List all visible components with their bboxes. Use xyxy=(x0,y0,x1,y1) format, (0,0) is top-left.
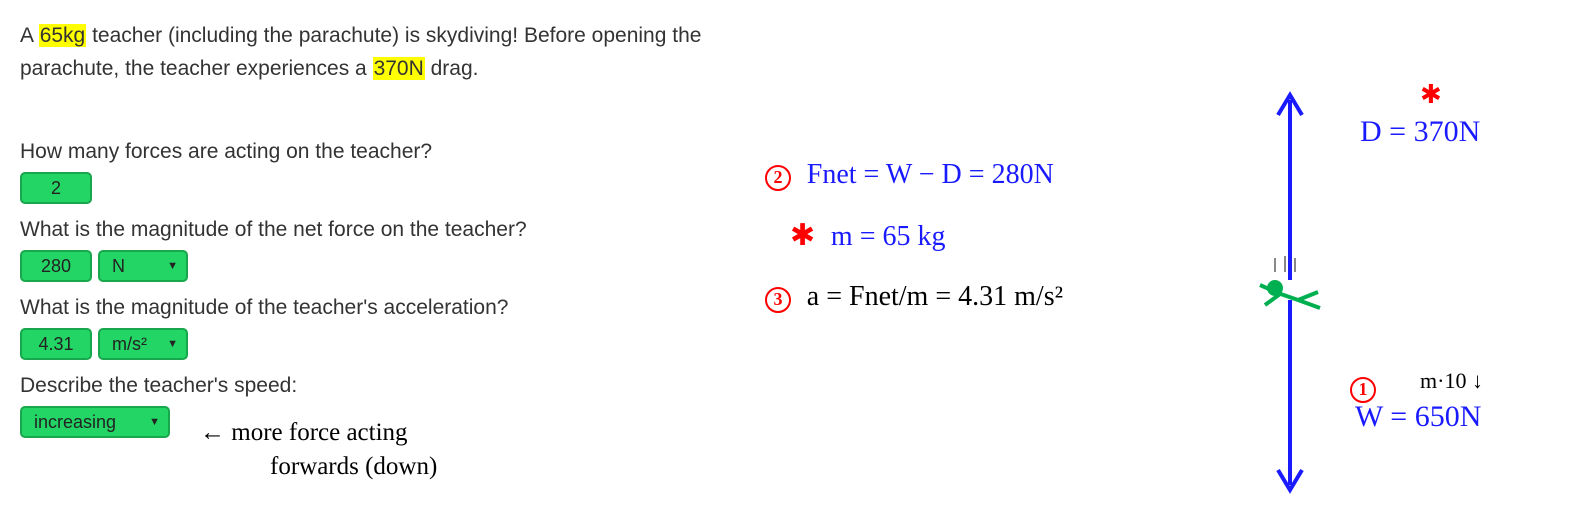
problem-statement: A 65kg teacher (including the parachute)… xyxy=(20,20,780,85)
drag-label: D = 370N xyxy=(1360,115,1480,149)
q4-speed-select[interactable]: increasing ▼ xyxy=(20,406,170,438)
work-mass: ✱ m = 65 kg xyxy=(790,218,946,253)
text: a xyxy=(355,57,373,80)
question-2: What is the magnitude of the net force o… xyxy=(20,218,527,242)
q2-value-input[interactable]: 280 xyxy=(20,250,92,282)
work-mass-text: m = 65 kg xyxy=(831,221,946,252)
weight-label: W = 650N xyxy=(1355,400,1481,434)
chevron-down-icon: ▼ xyxy=(149,416,160,428)
highlight-mass: 65kg xyxy=(39,24,87,47)
annotation-increasing: ← more force acting forwards (down) xyxy=(200,416,437,484)
step-2-badge: 2 xyxy=(765,165,791,191)
question-1: How many forces are acting on the teache… xyxy=(20,140,432,164)
q1-answer-input[interactable]: 2 xyxy=(20,172,92,204)
work-accel-equation: a = Fnet/m = 4.31 m/s² xyxy=(807,281,1063,312)
text: A xyxy=(20,24,39,47)
work-step-1: 1 xyxy=(1350,370,1376,403)
work-step-2: 2 Fnet = W − D = 280N xyxy=(765,158,1054,191)
q3-unit-label: m/s² xyxy=(112,334,147,355)
text: teacher (including the parachute) is sky… xyxy=(86,24,701,47)
chevron-down-icon: ▼ xyxy=(167,260,178,272)
q3-unit-select[interactable]: m/s² ▼ xyxy=(98,328,188,360)
work-fnet-equation: Fnet = W − D = 280N xyxy=(807,159,1054,190)
q2-unit-label: N xyxy=(112,256,125,277)
star-icon: ✱ xyxy=(790,219,815,252)
step-1-badge: 1 xyxy=(1350,377,1376,403)
annotation-line2: forwards (down) xyxy=(270,453,437,480)
q2-unit-select[interactable]: N ▼ xyxy=(98,250,188,282)
text: drag. xyxy=(425,57,479,80)
arrow-left-icon: ← xyxy=(200,419,225,446)
weight-formula: m·10 ↓ xyxy=(1420,368,1483,394)
question-3: What is the magnitude of the teacher's a… xyxy=(20,296,508,320)
page-root: A 65kg teacher (including the parachute)… xyxy=(0,0,1580,506)
question-4: Describe the teacher's speed: xyxy=(20,374,297,398)
q3-value-input[interactable]: 4.31 xyxy=(20,328,92,360)
text: parachute, the teacher experiences xyxy=(20,57,355,80)
q4-speed-label: increasing xyxy=(34,412,116,433)
highlight-drag: 370N xyxy=(373,57,425,80)
work-step-3: 3 a = Fnet/m = 4.31 m/s² xyxy=(765,280,1063,313)
chevron-down-icon: ▼ xyxy=(167,338,178,350)
annotation-line1: more force acting xyxy=(231,419,407,446)
diagram-star: ✱ xyxy=(1420,80,1442,110)
step-3-badge: 3 xyxy=(765,287,791,313)
